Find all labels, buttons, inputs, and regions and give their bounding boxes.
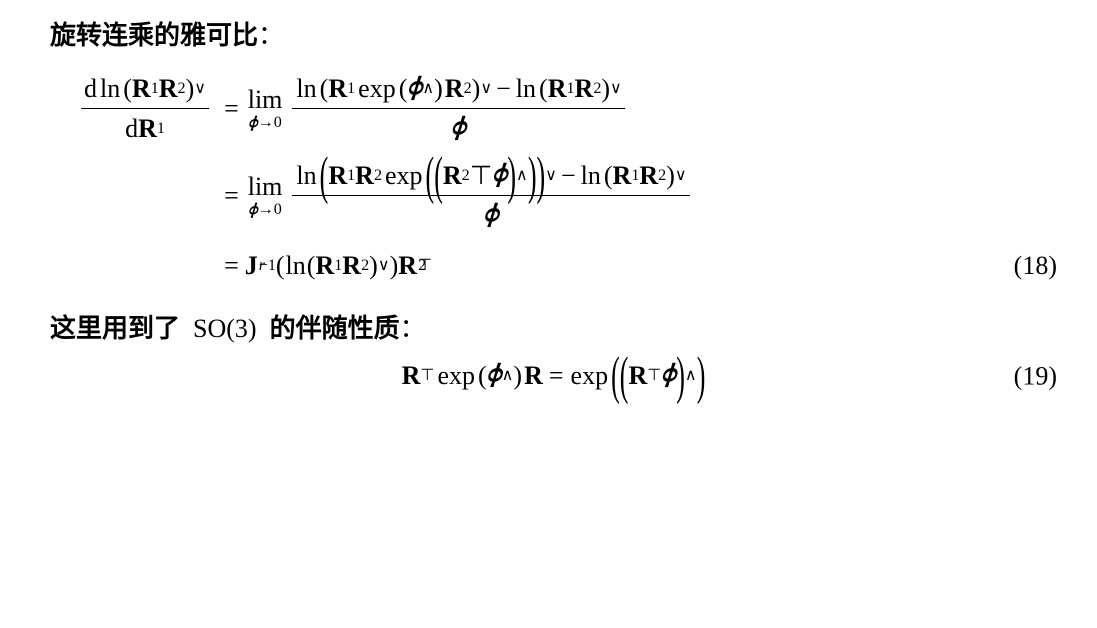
equation-18-rhs-3: = J −1 r ( ln ( R1 R2 )∨ ) [216,239,697,289]
equation-18-empty-3 [74,239,216,289]
heading-colon: ： [258,21,284,50]
equation-18-row-3: = J −1 r ( ln ( R1 R2 )∨ ) [74,239,697,289]
heading-so3: SO(3) [187,314,270,343]
heading-adjoint-property: 这里用到了 SO(3) 的伴随性质： [50,311,1057,346]
heading-jacobian-text: 旋转连乘的雅可比 [50,20,258,50]
heading-jacobian-of-rotation-product: 旋转连乘的雅可比： [50,18,1057,53]
equation-19-body: R⊤ exp ( ϕ∧ ) R = exp ( ( R⊤ ϕ )∧ ) [50,358,1057,393]
equation-18-rhs-1: = lim ϕ→0 ln ( R1 [216,65,697,152]
equation-18-lhs: d ln ( R1 R2 )∨ d R [74,65,216,152]
equation-18-row-2: = lim ϕ→0 ln ( R1 [74,152,697,239]
equation-18-align: d ln ( R1 R2 )∨ d R [74,65,697,289]
heading-adjoint-text-a: 这里用到了 [50,313,180,343]
equation-19-block: R⊤ exp ( ϕ∧ ) R = exp ( ( R⊤ ϕ )∧ ) (19) [50,358,1057,393]
heading-adjoint-colon: ： [400,314,426,343]
equation-18-number: (18) [1014,248,1057,283]
equation-18-rhs-2: = lim ϕ→0 ln ( R1 [216,152,697,239]
equation-19-number: (19) [1014,358,1057,393]
heading-adjoint-text-b: 的伴随性质 [270,313,400,343]
page-root: 旋转连乘的雅可比： d ln ( R1 [0,0,1097,419]
equation-18-block: d ln ( R1 R2 )∨ d R [50,65,1057,289]
equation-18-body: d ln ( R1 R2 )∨ d R [50,65,1057,289]
equation-18-row-1: d ln ( R1 R2 )∨ d R [74,65,697,152]
equation-18-empty-2 [74,152,216,239]
